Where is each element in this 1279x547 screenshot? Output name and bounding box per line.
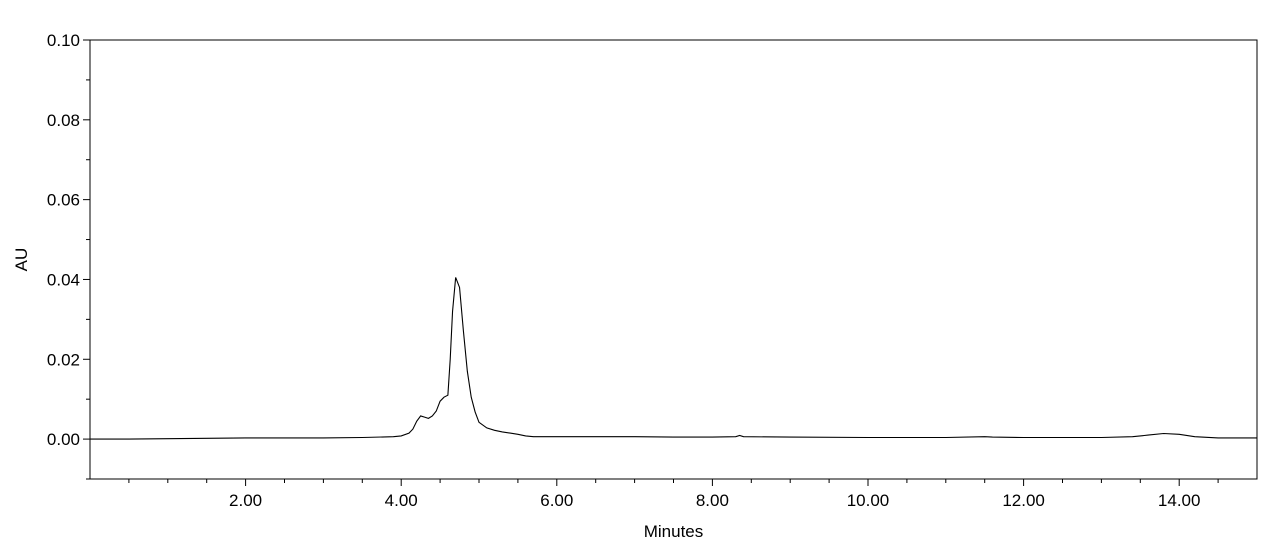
x-tick-label: 2.00 [229, 491, 262, 510]
chromatogram-trace [90, 277, 1257, 440]
x-tick-label: 14.00 [1158, 491, 1201, 510]
x-tick-label: 12.00 [1002, 491, 1045, 510]
y-tick-label: 0.06 [47, 191, 80, 210]
y-tick-label: 0.02 [47, 350, 80, 369]
y-tick-label: 0.08 [47, 111, 80, 130]
y-tick-label: 0.00 [47, 430, 80, 449]
y-axis: 0.00 0.02 0.04 0.06 0.08 0.10 [47, 31, 90, 480]
plot-frame [89, 39, 1258, 480]
y-axis-label: AU [12, 248, 31, 272]
x-axis: 2.00 4.00 6.00 8.00 10.00 12.00 14.00 [128, 479, 1219, 510]
y-tick-label: 0.04 [47, 270, 80, 289]
y-tick-label: 0.10 [47, 31, 80, 50]
x-tick-label: 4.00 [385, 491, 418, 510]
x-tick-label: 6.00 [540, 491, 573, 510]
x-tick-label: 8.00 [696, 491, 729, 510]
x-axis-label: Minutes [644, 522, 704, 541]
x-tick-label: 10.00 [847, 491, 890, 510]
